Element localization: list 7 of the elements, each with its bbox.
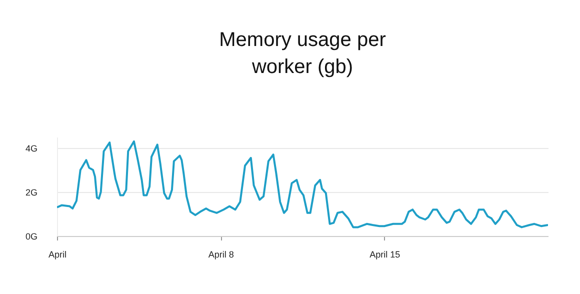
chart-title: Memory usage per worker (gb)	[219, 29, 386, 78]
y-tick-label: 2G	[25, 188, 38, 198]
x-tick-label: April	[48, 250, 67, 260]
y-tick-label: 0G	[25, 232, 38, 242]
y-tick-label: 4G	[25, 144, 38, 154]
x-tick-label: April 8	[208, 250, 234, 260]
x-tick-label: April 15	[370, 250, 400, 260]
